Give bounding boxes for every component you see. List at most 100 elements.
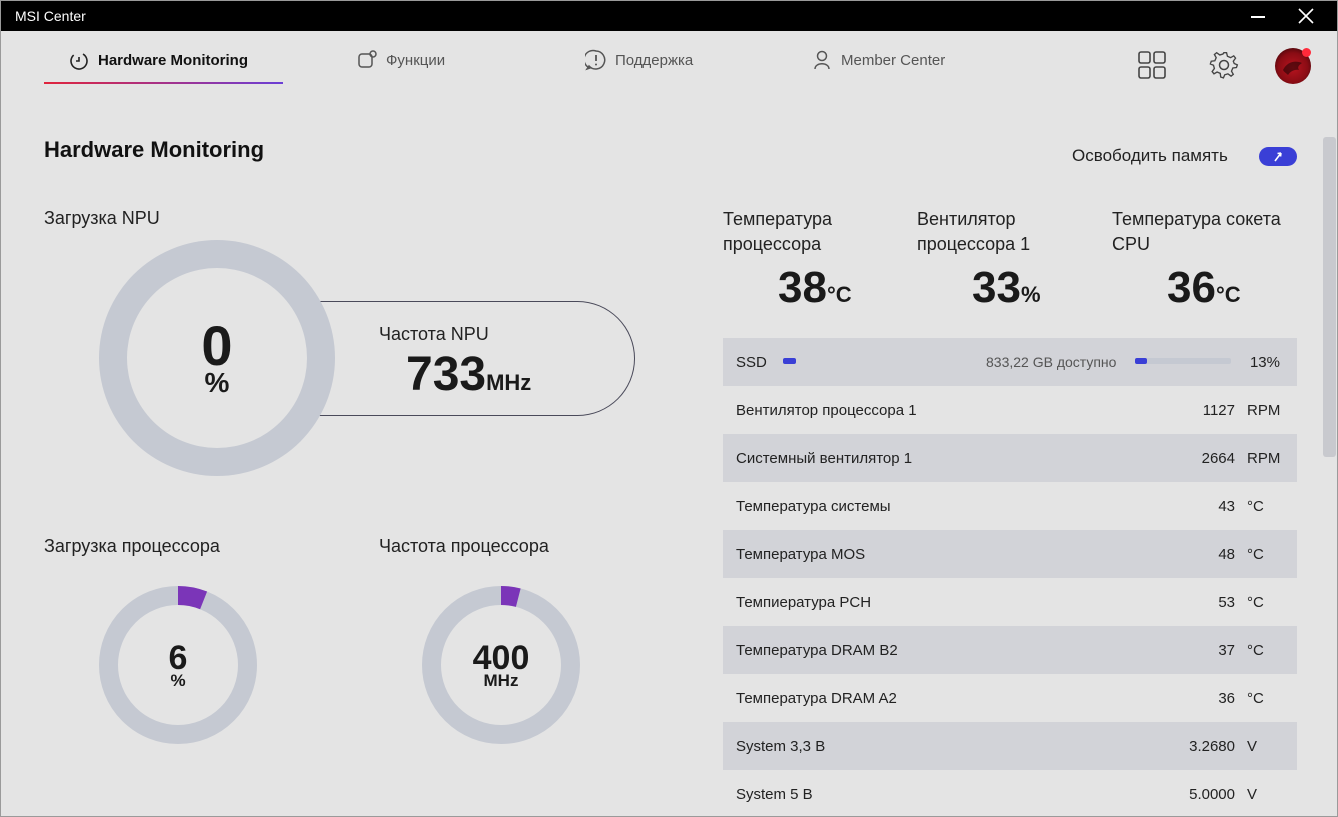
ssd-indicator xyxy=(783,358,796,364)
cpu-fan-number: 33 xyxy=(972,263,1021,312)
sensor-name: Темпиература PCH xyxy=(736,593,872,611)
sensor-name: System 3,3 В xyxy=(736,737,826,755)
cpu-frequency-arc xyxy=(422,586,580,744)
cpu-frequency-value: 400 xyxy=(472,639,530,677)
sensor-name: Вентилятор процессора 1 xyxy=(736,401,917,419)
rocket-icon xyxy=(1274,151,1282,161)
npu-load-unit: % xyxy=(204,367,230,398)
npu-frequency-panel xyxy=(216,301,635,416)
table-row: Температура системы 43 °C xyxy=(723,482,1297,530)
sensor-unit: V xyxy=(1247,785,1258,803)
tab-member-center[interactable]: Member Center xyxy=(811,47,945,73)
cpu-load-label: Загрузка процессора xyxy=(44,536,220,556)
sensor-unit: °C xyxy=(1247,497,1264,515)
page-title: Hardware Monitoring xyxy=(44,137,265,162)
cpu-frequency-unit: MHz xyxy=(483,671,519,690)
sensor-unit: °C xyxy=(1247,689,1264,707)
cpu-load-value: 6 xyxy=(168,639,188,677)
title-bar: MSI Center xyxy=(1,1,1337,31)
sensor-value: 2664 xyxy=(1201,449,1235,467)
table-row: Темпиература PCH 53 °C xyxy=(723,578,1297,626)
sensor-rows: Вентилятор процессора 1 1127 RPM Системный … xyxy=(723,386,1297,816)
sensor-value: 36 xyxy=(1218,689,1235,707)
sensor-name: Температура системы xyxy=(736,497,891,515)
cpu-temp-unit: °C xyxy=(826,282,852,307)
gauge-inner xyxy=(127,268,307,448)
ssd-usage-bar xyxy=(1135,358,1231,364)
sensor-unit: °C xyxy=(1247,545,1264,563)
support-icon xyxy=(585,49,606,71)
sensor-value: 5.0000 xyxy=(1189,785,1235,803)
tab-features[interactable]: Функции xyxy=(356,47,445,73)
cpu-temp-title: Температура процессора xyxy=(723,209,833,254)
timer-icon xyxy=(70,52,88,70)
ssd-percent: 13% xyxy=(1249,353,1280,371)
sensor-value: 43 xyxy=(1218,497,1235,515)
sensor-name: Системный вентилятор 1 xyxy=(736,449,913,467)
notification-dot xyxy=(1302,48,1311,57)
table-row: Температура DRAM B2 37 °C xyxy=(723,626,1297,674)
tab-label: Функции xyxy=(386,51,446,69)
tab-hardware-monitoring[interactable]: Hardware Monitoring xyxy=(68,47,248,73)
npu-frequency-value: 733MHz xyxy=(406,347,531,402)
npu-frequency-number: 733 xyxy=(406,348,487,401)
table-row: Системный вентилятор 1 2664 RPM xyxy=(723,434,1297,482)
npu-load-gauge xyxy=(99,240,335,476)
sensor-name: Температура DRAM A2 xyxy=(736,689,897,707)
cpu-load-unit: % xyxy=(170,671,186,690)
sensor-value: 3.2680 xyxy=(1189,737,1235,755)
table-row: Вентилятор процессора 1 1127 RPM xyxy=(723,386,1297,434)
tab-label: Hardware Monitoring xyxy=(98,51,249,69)
cpu-socket-temp-title: Температура сокета CPU xyxy=(1112,209,1281,254)
grid-icon[interactable] xyxy=(1137,50,1167,80)
sensor-unit: V xyxy=(1247,737,1258,755)
dragon-logo-icon xyxy=(1283,61,1302,75)
tab-support[interactable]: Поддержка xyxy=(585,47,693,73)
cpu-load-arc xyxy=(99,586,257,744)
cpu-socket-temp-unit: °C xyxy=(1215,282,1241,307)
cpu-frequency-label: Частота процессора xyxy=(379,536,549,556)
npu-load-value: 0 xyxy=(201,314,233,377)
table-row: Температура DRAM A2 36 °C xyxy=(723,674,1297,722)
ssd-name: SSD xyxy=(736,353,767,371)
sensor-unit: °C xyxy=(1247,641,1264,659)
ssd-row: SSD 833,22 GB доступно 13% xyxy=(723,338,1297,386)
sensor-unit: °C xyxy=(1247,593,1264,611)
sensor-name: System 5 В xyxy=(736,785,813,803)
gear-icon[interactable] xyxy=(1209,50,1239,80)
sensor-name: Температура DRAM B2 xyxy=(736,641,898,659)
sensor-value: 48 xyxy=(1218,545,1235,563)
minimize-icon xyxy=(1251,16,1265,18)
cpu-fan-title: Вентилятор процессора 1 xyxy=(917,209,1031,254)
avatar[interactable] xyxy=(1275,48,1311,84)
table-row: System 3,3 В 3.2680 V xyxy=(723,722,1297,770)
cpu-fan-unit: % xyxy=(1020,282,1041,307)
ssd-available: 833,22 GB доступно xyxy=(986,354,1117,370)
active-tab-indicator xyxy=(44,82,283,84)
top-nav: Hardware Monitoring Функции Поддержка Me… xyxy=(1,31,1337,93)
minimize-button[interactable] xyxy=(1235,1,1281,31)
npu-frequency-label: Частота NPU xyxy=(379,324,489,344)
close-button[interactable] xyxy=(1283,1,1329,31)
cpu-temp-value: 38°C xyxy=(778,266,852,317)
free-memory-button[interactable] xyxy=(1259,147,1297,166)
cpu-fan-value: 33% xyxy=(972,266,1041,317)
cpu-socket-temp-number: 36 xyxy=(1167,263,1216,312)
ssd-usage-fill xyxy=(1135,358,1148,364)
npu-frequency-unit: MHz xyxy=(486,370,532,395)
sensor-unit: RPM xyxy=(1247,401,1281,419)
sensor-table: SSD 833,22 GB доступно 13% Вентилятор пр… xyxy=(723,338,1297,816)
npu-load-label: Загрузка NPU xyxy=(44,208,160,228)
scrollbar[interactable] xyxy=(1323,137,1336,457)
app-title: MSI Center xyxy=(15,8,86,24)
free-memory-label: Освободить память xyxy=(1072,146,1228,165)
sensor-value: 53 xyxy=(1218,593,1235,611)
sensor-unit: RPM xyxy=(1247,449,1281,467)
cpu-load-gauge xyxy=(99,586,257,744)
table-row: Температура MOS 48 °C xyxy=(723,530,1297,578)
tab-label: Member Center xyxy=(841,51,946,69)
close-icon xyxy=(1298,8,1314,24)
sensor-name: Температура MOS xyxy=(736,545,866,563)
feature-icon xyxy=(358,50,377,68)
